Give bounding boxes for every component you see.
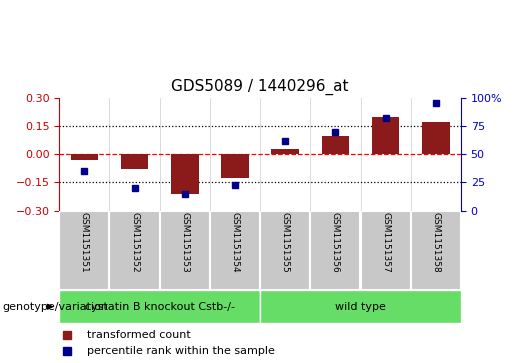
Bar: [171, 154, 199, 193]
Bar: [71, 154, 98, 160]
Text: percentile rank within the sample: percentile rank within the sample: [88, 346, 275, 356]
Bar: [59, 211, 109, 290]
Text: GSM1151357: GSM1151357: [381, 212, 390, 273]
Text: wild type: wild type: [335, 302, 386, 312]
Bar: [221, 154, 249, 178]
Text: genotype/variation: genotype/variation: [3, 302, 109, 312]
Bar: [410, 211, 461, 290]
Title: GDS5089 / 1440296_at: GDS5089 / 1440296_at: [171, 79, 349, 95]
Bar: [59, 290, 260, 323]
Text: GSM1151351: GSM1151351: [80, 212, 89, 273]
Bar: [321, 135, 349, 154]
Bar: [422, 122, 450, 154]
Text: cystatin B knockout Cstb-/-: cystatin B knockout Cstb-/-: [84, 302, 235, 312]
Text: GSM1151354: GSM1151354: [231, 212, 239, 273]
Text: GSM1151353: GSM1151353: [180, 212, 189, 273]
Bar: [271, 149, 299, 154]
Text: GSM1151356: GSM1151356: [331, 212, 340, 273]
Text: GSM1151352: GSM1151352: [130, 212, 139, 273]
Bar: [372, 117, 400, 154]
Bar: [160, 211, 210, 290]
Text: GSM1151355: GSM1151355: [281, 212, 289, 273]
Text: GSM1151358: GSM1151358: [432, 212, 440, 273]
Bar: [360, 211, 410, 290]
Bar: [121, 154, 148, 169]
Bar: [210, 211, 260, 290]
Bar: [109, 211, 160, 290]
Bar: [260, 290, 461, 323]
Bar: [260, 211, 310, 290]
Bar: [310, 211, 360, 290]
Text: transformed count: transformed count: [88, 330, 191, 340]
